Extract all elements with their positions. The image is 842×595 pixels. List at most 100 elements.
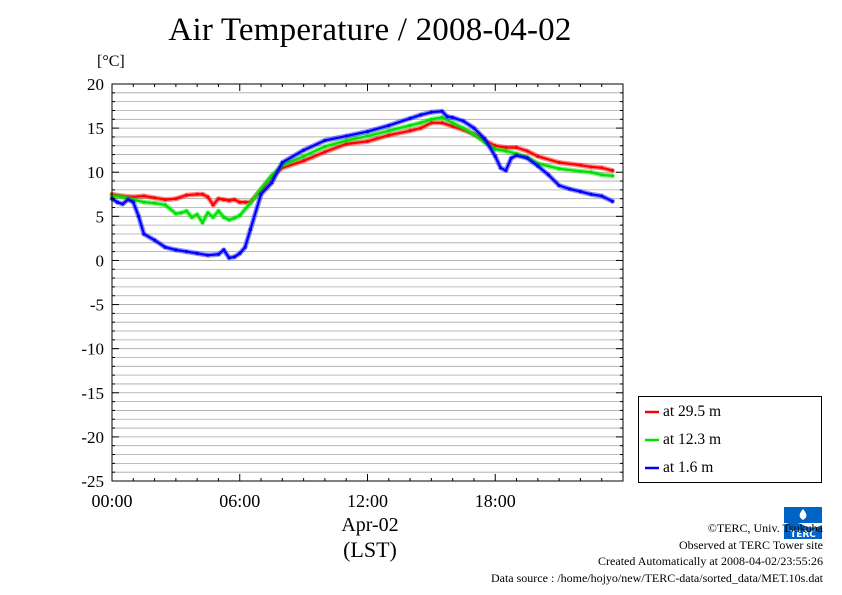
data-point [216,197,221,201]
data-point [131,197,135,202]
data-point [323,150,327,154]
logo-text: TERC [790,530,816,540]
data-point [440,115,444,120]
source-text: Data source : /home/hojyo/new/TERC-data/… [490,570,823,585]
legend-label-1-6m: at 1.6 m [663,459,714,476]
data-point [222,197,226,202]
data-point [248,227,252,232]
y-tick-label: -25 [81,472,104,491]
data-point [461,119,465,123]
data-point [238,251,242,255]
data-point [152,196,157,200]
data-point [568,187,572,191]
data-point [232,216,237,220]
data-point [137,214,141,218]
grid-lines [112,92,623,473]
y-tick-label: 20 [87,75,104,94]
data-point [200,220,205,225]
data-point [536,154,540,158]
data-point [142,200,146,204]
data-point [142,194,146,198]
data-point [222,248,226,252]
data-point [589,165,593,169]
y-tick-label: 15 [87,119,104,138]
data-point [195,192,199,196]
data-point [557,183,561,188]
data-point [344,142,348,146]
data-point [451,115,455,120]
data-point [419,121,423,125]
data-point [365,139,370,143]
data-point [509,156,513,160]
data-point [232,197,237,202]
data-point [243,245,247,249]
legend-item-12-3m: at 12.3 m [645,430,721,450]
data-point [174,212,178,216]
data-point [589,170,593,174]
chart-title: Air Temperature / 2008-04-02 [168,12,572,48]
data-point [238,213,242,218]
copyright-text: ©TERC, Univ. Tsukuba [707,521,823,535]
data-point [578,190,583,194]
legend-item-1-6m: at 1.6 m [645,458,713,478]
data-point [445,115,449,119]
series-line-2 [110,110,614,259]
x-axis-date-label: Apr-02 [341,514,399,536]
y-tick-label: 10 [87,163,104,182]
data-point [206,253,210,257]
y-tick-label: -20 [81,428,104,447]
legend-label-29-5m: at 29.5 m [663,403,722,420]
data-point [600,194,604,198]
data-point [557,160,561,165]
data-point [429,117,433,121]
data-point [610,168,614,173]
legend-swatch-red [645,410,659,414]
data-point [232,255,237,259]
legend-swatch-green [645,438,659,442]
data-point [259,187,263,191]
data-point [243,200,247,204]
x-tick-label: 06:00 [219,491,260,511]
series-line-1 [110,116,614,224]
data-point [461,126,465,130]
data-point [184,209,189,213]
data-point [195,251,199,255]
data-point [419,126,423,130]
series-0 [109,120,615,208]
data-point [227,256,231,260]
data-point [408,116,412,121]
x-axis-timezone-label: (LST) [343,537,397,562]
data-point [546,173,551,177]
data-point [451,121,455,125]
data-point [493,144,497,148]
data-point [227,218,231,222]
data-point [211,203,215,207]
data-point [365,130,370,134]
data-point [344,134,348,138]
data-point [536,164,540,168]
data-point [504,145,508,150]
data-point [419,113,423,117]
x-tick-label: 18:00 [475,491,516,511]
data-point [493,147,497,151]
x-tick-label: 00:00 [91,491,132,511]
data-point [131,200,135,204]
series-layer [109,108,615,261]
y-axis-tick-labels: 20 15 10 5 0 -5 -10 -15 -20 -25 [81,75,104,491]
data-point [514,145,519,150]
data-point [472,132,476,136]
data-point [578,169,583,173]
data-point [440,121,444,125]
data-point [440,109,444,113]
data-point [610,199,614,203]
data-point [302,159,306,163]
legend-swatch-blue [645,466,659,470]
data-point [121,202,125,206]
data-point [174,248,178,252]
axis-ticks [111,83,624,482]
data-point [216,252,221,256]
data-point [211,215,215,219]
data-point [126,197,130,202]
data-point [131,195,135,199]
data-point [163,245,167,249]
